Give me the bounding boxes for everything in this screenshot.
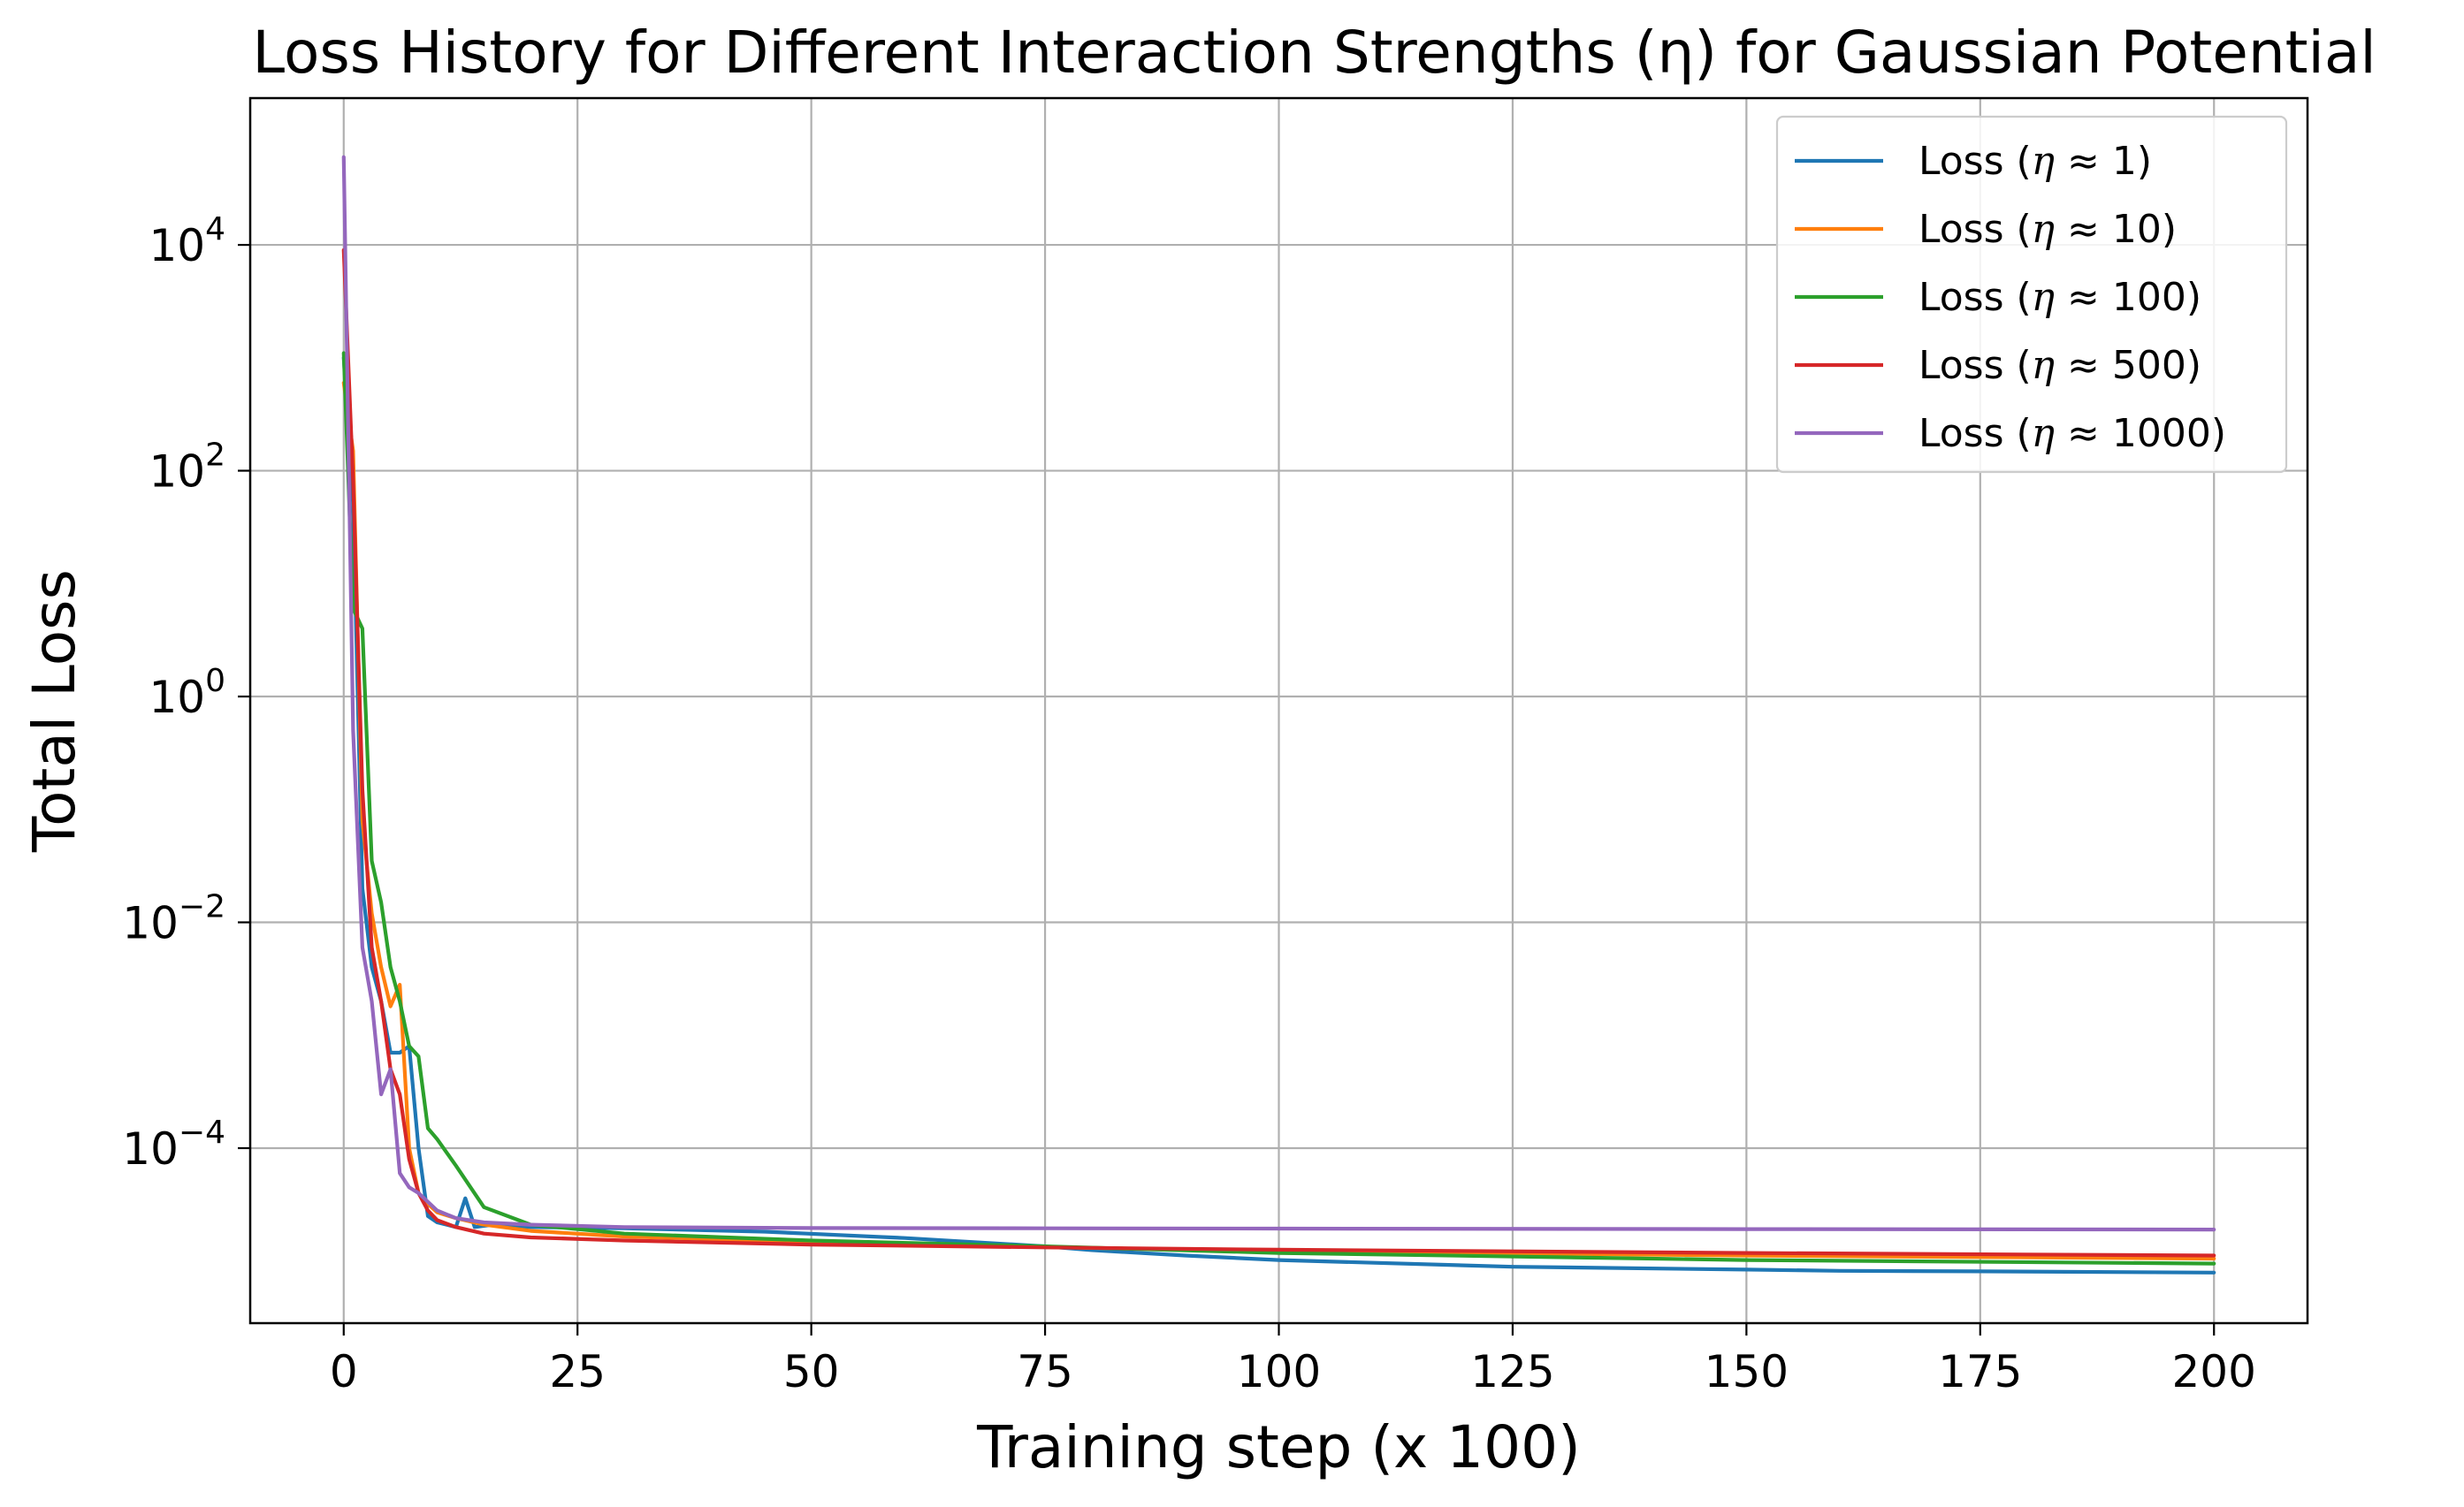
x-axis-ticks: 0 25 50 75 100 125 150 175 200 [330,1323,2256,1397]
series-line-4 [341,247,2216,1258]
x-tick-label: 175 [1938,1346,2022,1397]
y-tick-base: 10 [149,220,205,271]
x-tick-label: 100 [1237,1346,1321,1397]
y-tick-label: 104 [149,211,225,271]
y-tick-label: 102 [149,438,225,498]
series-line-5 [341,155,2216,1232]
y-tick-exponent: 4 [205,211,225,247]
y-tick-base: 10 [122,898,179,949]
legend-box [1775,115,2288,474]
legend-label-symbol: η [2032,207,2055,252]
legend-items: Loss (η ≈ 1)Loss (η ≈ 10)Loss (η ≈ 100)L… [1795,139,2226,456]
y-tick-label: 10−2 [122,889,225,949]
x-tick-label: 0 [330,1346,358,1397]
legend-label-suffix: ≈ 10) [2055,207,2177,252]
x-tick-label: 50 [783,1346,840,1397]
legend-item: Loss (η ≈ 1000) [1795,411,2226,456]
legend-label: Loss (η ≈ 1) [1919,139,2152,184]
legend-item: Loss (η ≈ 1) [1795,139,2152,184]
y-tick-exponent: 0 [205,663,225,699]
legend-label: Loss (η ≈ 1000) [1919,411,2226,456]
legend-label-prefix: Loss ( [1919,411,2032,456]
y-tick-label: 10−4 [122,1115,225,1175]
legend-label-suffix: ≈ 1) [2055,139,2152,184]
y-axis-title: Total Loss [20,569,88,853]
legend-label-suffix: ≈ 500) [2055,343,2201,388]
legend-label-symbol: η [2032,411,2055,456]
x-axis-title: Training step (x 100) [976,1413,1581,1481]
legend-label: Loss (η ≈ 500) [1919,343,2201,388]
y-tick-base: 10 [122,1123,179,1175]
legend-item: Loss (η ≈ 10) [1795,207,2177,252]
legend-label-suffix: ≈ 1000) [2055,411,2226,456]
y-tick-exponent: −2 [179,889,225,925]
chart-title: Loss History for Different Interaction S… [252,19,2376,87]
legend-label-symbol: η [2032,275,2055,320]
legend-label: Loss (η ≈ 10) [1919,207,2177,252]
legend-label-prefix: Loss ( [1919,139,2032,184]
legend-item: Loss (η ≈ 100) [1795,275,2201,320]
series-lines [341,155,2216,1275]
legend: Loss (η ≈ 1)Loss (η ≈ 10)Loss (η ≈ 100)L… [1775,115,2288,474]
y-tick-exponent: −4 [179,1115,225,1151]
legend-label-symbol: η [2032,139,2055,184]
x-tick-label: 150 [1705,1346,1789,1397]
legend-label: Loss (η ≈ 100) [1919,275,2201,320]
legend-label-prefix: Loss ( [1919,343,2032,388]
x-tick-label: 25 [549,1346,606,1397]
legend-item: Loss (η ≈ 500) [1795,343,2201,388]
y-tick-base: 10 [149,446,205,498]
legend-label-symbol: η [2032,343,2055,388]
legend-label-prefix: Loss ( [1919,207,2032,252]
x-tick-label: 125 [1470,1346,1554,1397]
x-tick-label: 75 [1017,1346,1073,1397]
y-tick-label: 100 [149,663,225,723]
y-tick-base: 10 [149,672,205,723]
x-tick-label: 200 [2172,1346,2256,1397]
legend-label-prefix: Loss ( [1919,275,2032,320]
y-tick-exponent: 2 [205,438,225,474]
legend-label-suffix: ≈ 100) [2055,275,2201,320]
